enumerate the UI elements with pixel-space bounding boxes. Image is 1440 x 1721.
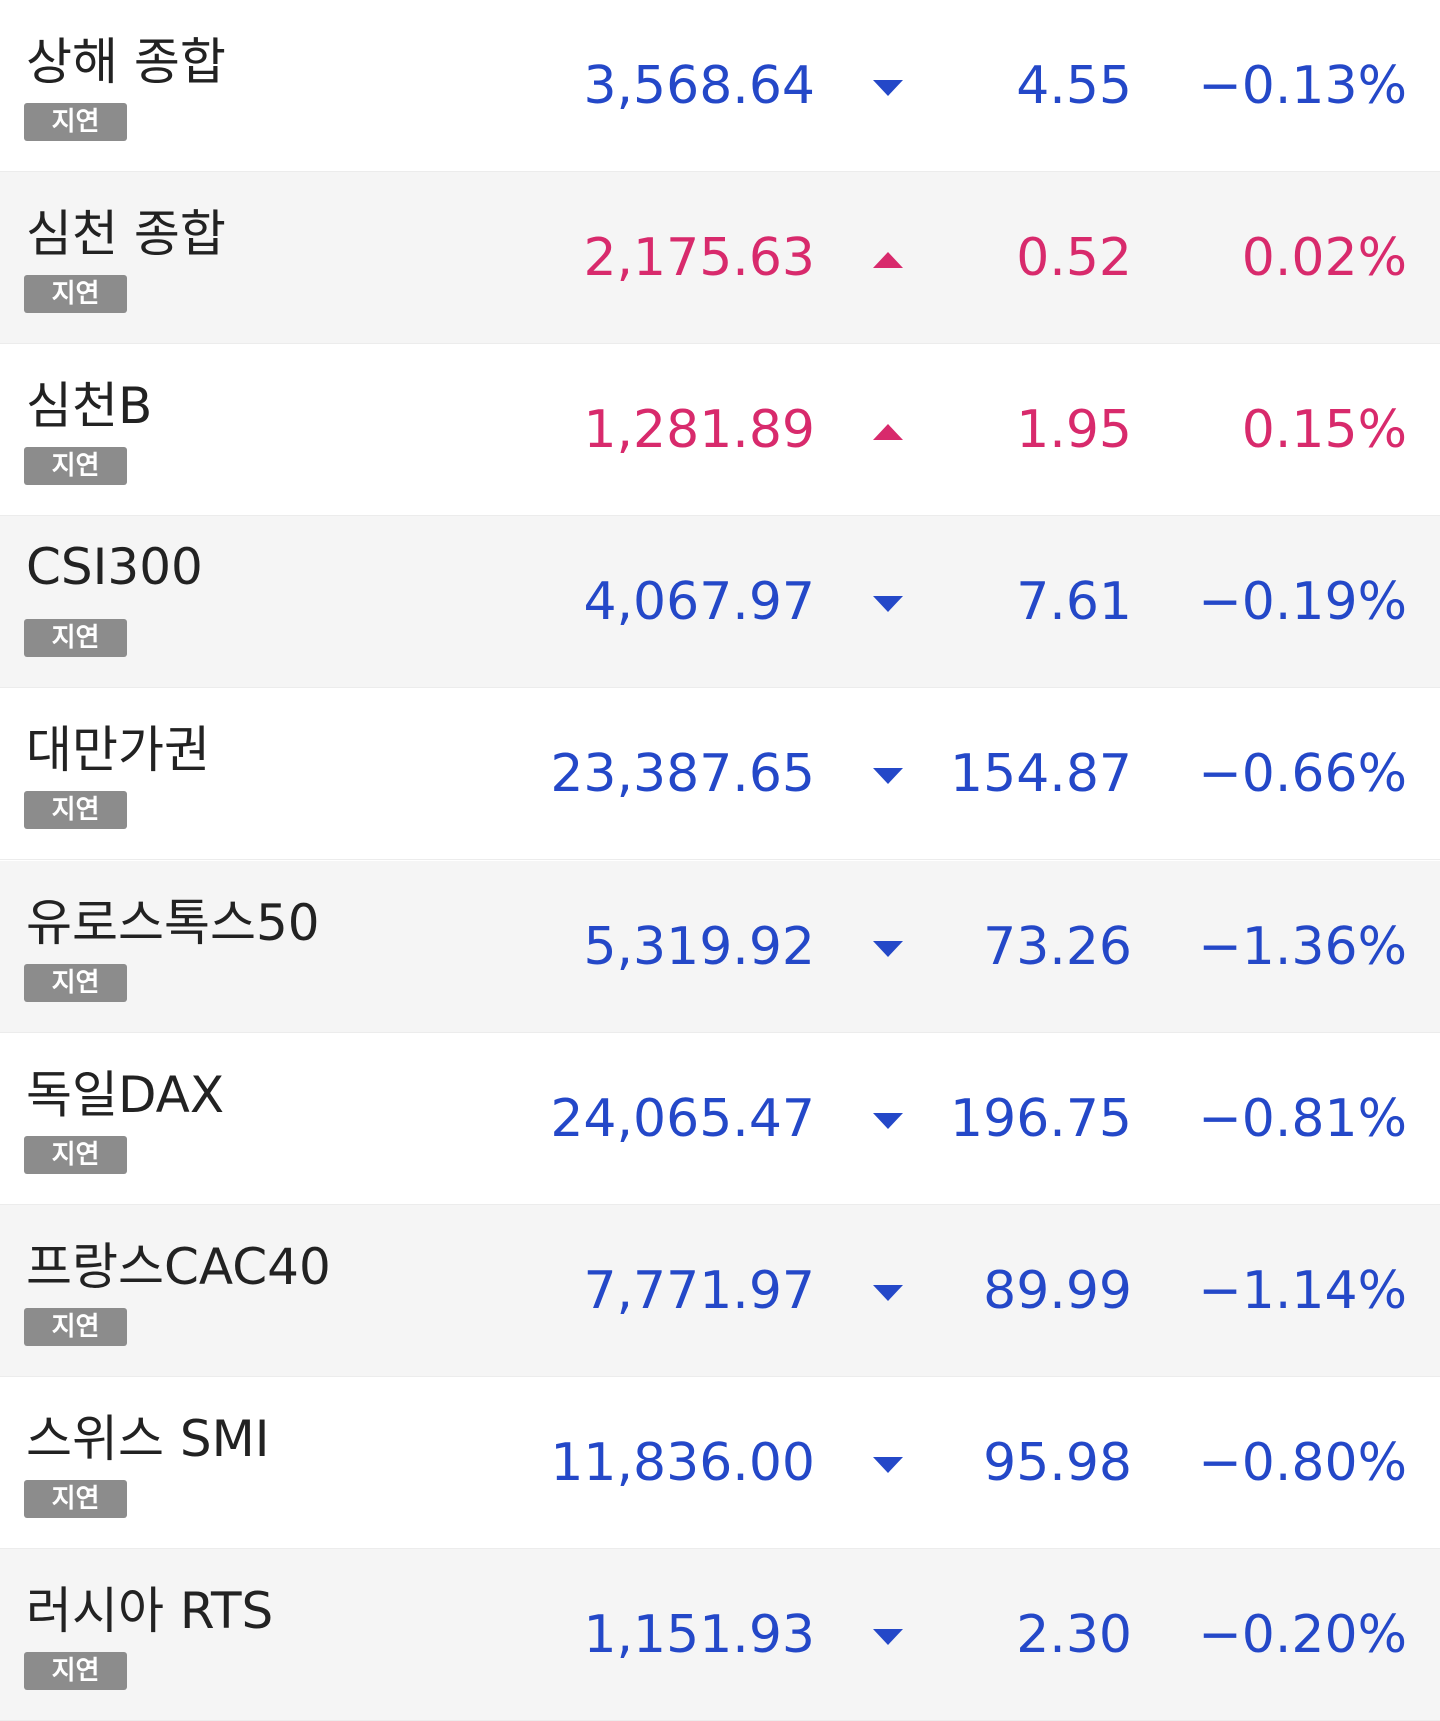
direction-arrow bbox=[873, 940, 903, 957]
index-change: 7.61 bbox=[1016, 572, 1132, 633]
direction-arrow bbox=[873, 596, 903, 613]
index-value: 3,568.64 bbox=[583, 56, 815, 116]
index-value: 2,175.63 bbox=[583, 228, 815, 289]
delay-badge: 지연 bbox=[24, 447, 127, 486]
delay-badge: 지연 bbox=[24, 1479, 127, 1518]
arrow-shape bbox=[873, 1628, 903, 1645]
arrow-shape bbox=[873, 1284, 903, 1301]
index-name: 상해 종합 bbox=[26, 33, 226, 91]
index-percent: 0.15% bbox=[1241, 400, 1407, 461]
direction-arrow bbox=[873, 424, 903, 441]
arrow-shape bbox=[873, 596, 903, 613]
direction-arrow bbox=[873, 1628, 903, 1645]
index-value: 7,771.97 bbox=[583, 1260, 815, 1321]
arrow-shape bbox=[873, 940, 903, 957]
index-name: 유로스톡스50 bbox=[26, 893, 320, 952]
index-row[interactable]: 프랑스CAC40 지연 7,771.97 89.99 −1.14% bbox=[0, 1204, 1440, 1377]
index-change: 95.98 bbox=[983, 1432, 1132, 1493]
direction-arrow bbox=[873, 80, 903, 96]
index-name: 스위스 SMI bbox=[26, 1409, 270, 1468]
index-value: 23,387.65 bbox=[550, 744, 815, 805]
index-change: 89.99 bbox=[983, 1260, 1132, 1321]
index-percent: −0.80% bbox=[1198, 1432, 1407, 1493]
index-percent: −0.13% bbox=[1198, 56, 1407, 116]
delay-badge: 지연 bbox=[24, 1651, 127, 1690]
arrow-shape bbox=[873, 424, 903, 441]
delay-badge: 지연 bbox=[24, 103, 127, 141]
direction-arrow bbox=[873, 1284, 903, 1301]
index-name: 프랑스CAC40 bbox=[26, 1237, 331, 1296]
arrow-shape bbox=[873, 80, 903, 96]
delay-badge: 지연 bbox=[24, 619, 127, 658]
index-value: 24,065.47 bbox=[550, 1088, 815, 1149]
index-change: 1.95 bbox=[1016, 400, 1132, 461]
index-percent: −0.66% bbox=[1198, 744, 1407, 805]
index-row[interactable]: 유로스톡스50 지연 5,319.92 73.26 −1.36% bbox=[0, 860, 1440, 1033]
delay-badge: 지연 bbox=[24, 791, 127, 830]
index-percent: −1.14% bbox=[1198, 1260, 1407, 1321]
arrow-shape bbox=[873, 1456, 903, 1473]
index-value: 11,836.00 bbox=[550, 1432, 815, 1493]
index-change: 2.30 bbox=[1016, 1604, 1132, 1665]
index-name: 독일DAX bbox=[26, 1065, 225, 1124]
delay-badge: 지연 bbox=[24, 1135, 127, 1174]
index-row[interactable]: 러시아 RTS 지연 1,151.93 2.30 −0.20% bbox=[0, 1548, 1440, 1721]
index-name: CSI300 bbox=[26, 538, 203, 597]
index-percent: 0.02% bbox=[1241, 228, 1407, 289]
index-value: 5,319.92 bbox=[583, 916, 815, 977]
index-row[interactable]: 스위스 SMI 지연 11,836.00 95.98 −0.80% bbox=[0, 1377, 1440, 1549]
index-name: 심천 종합 bbox=[26, 205, 226, 264]
index-change: 154.87 bbox=[950, 744, 1132, 805]
arrow-shape bbox=[873, 252, 903, 269]
index-value: 4,067.97 bbox=[583, 572, 815, 633]
index-change: 0.52 bbox=[1016, 228, 1132, 289]
direction-arrow bbox=[873, 1112, 903, 1129]
index-percent: −0.81% bbox=[1198, 1088, 1407, 1149]
direction-arrow bbox=[873, 252, 903, 269]
index-value: 1,151.93 bbox=[583, 1604, 815, 1665]
index-name: 러시아 RTS bbox=[26, 1581, 274, 1640]
arrow-shape bbox=[873, 768, 903, 785]
direction-arrow bbox=[873, 768, 903, 785]
index-row[interactable]: CSI300 지연 4,067.97 7.61 −0.19% bbox=[0, 516, 1440, 689]
index-name: 심천B bbox=[26, 377, 153, 436]
index-row[interactable]: 심천B 지연 1,281.89 1.95 0.15% bbox=[0, 344, 1440, 517]
index-change: 4.55 bbox=[1016, 56, 1132, 116]
delay-badge: 지연 bbox=[24, 275, 127, 314]
delay-badge: 지연 bbox=[24, 963, 127, 1002]
index-percent: −0.20% bbox=[1198, 1604, 1407, 1665]
index-percent: −0.19% bbox=[1198, 572, 1407, 633]
index-percent: −1.36% bbox=[1198, 916, 1407, 977]
index-value: 1,281.89 bbox=[583, 400, 815, 461]
direction-arrow bbox=[873, 1456, 903, 1473]
arrow-shape bbox=[873, 1112, 903, 1129]
index-change: 73.26 bbox=[983, 916, 1132, 977]
delay-badge: 지연 bbox=[24, 1307, 127, 1346]
index-change: 196.75 bbox=[950, 1088, 1132, 1149]
index-name: 대만가권 bbox=[26, 721, 210, 780]
index-row[interactable]: 독일DAX 지연 24,065.47 196.75 −0.81% bbox=[0, 1033, 1440, 1205]
